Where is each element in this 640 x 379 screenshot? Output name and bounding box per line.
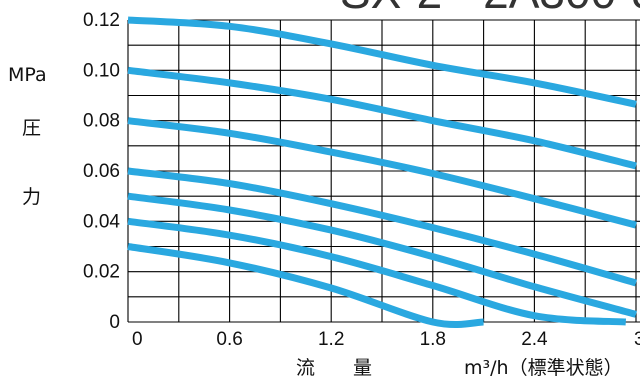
y-axis-unit: MPa: [8, 64, 47, 86]
y-tick-label: 0.08: [83, 111, 120, 132]
y-tick-label: 0.02: [83, 262, 120, 283]
y-tick-label: 0: [109, 312, 120, 333]
series-line-7: [127, 243, 484, 329]
x-axis-unit: m³/h（標準状態）: [464, 357, 623, 379]
x-tick-label: 0.6: [216, 329, 242, 350]
series-lines: [127, 16, 637, 329]
x-tick-label: 1.8: [420, 329, 446, 350]
y-tick-label: 0.12: [83, 10, 120, 31]
series-line-5: [127, 192, 637, 318]
series-line-4: [127, 167, 637, 287]
x-tick-label: 1.2: [318, 329, 344, 350]
y-tick-label: 0.06: [83, 161, 120, 182]
series-line-6: [127, 217, 627, 326]
x-axis-label: 流 量: [296, 357, 372, 379]
chart-title: SX-2 - 2A300-3: [340, 0, 640, 18]
y-axis-label-1: 圧: [22, 117, 41, 139]
x-tick-label: 2.4: [521, 329, 548, 350]
series-line-1: [127, 16, 637, 108]
y-axis-label-2: 力: [22, 186, 41, 208]
tick-labels: 0 0.02 0.04 0.06 0.08 0.10 0.12 0 0.6 1.2 1.8 2.4 3: [83, 10, 640, 350]
grid: [127, 19, 640, 323]
y-tick-label: 0.10: [83, 60, 120, 81]
x-tick-label: 3: [634, 329, 640, 350]
y-tick-label: 0.04: [83, 211, 120, 232]
series-line-2: [127, 66, 637, 170]
series-line-3: [127, 117, 637, 229]
x-tick-label: 0: [132, 329, 143, 350]
